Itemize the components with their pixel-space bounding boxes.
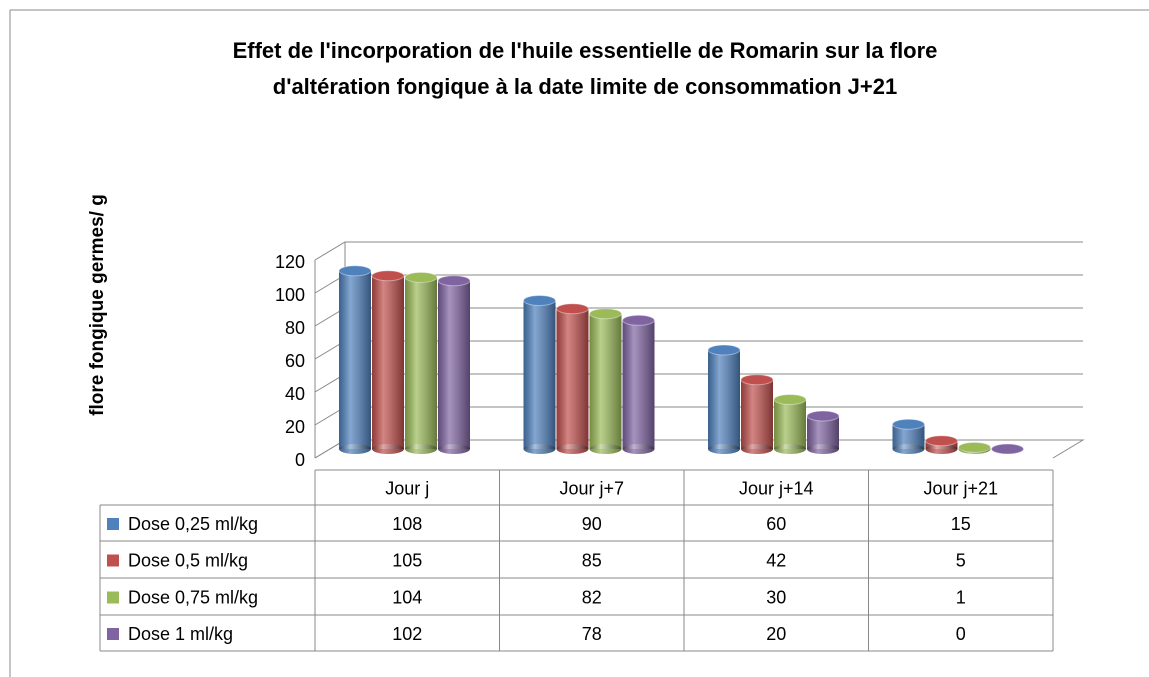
table-value: 1 xyxy=(956,587,966,607)
bar-top xyxy=(523,295,556,306)
table-value: 20 xyxy=(766,624,786,644)
table-value: 102 xyxy=(392,624,422,644)
chart-title: Effet de l'incorporation de l'huile esse… xyxy=(233,38,938,99)
bar-shade xyxy=(741,379,773,449)
table-value: 85 xyxy=(582,550,602,570)
table-value: 78 xyxy=(582,624,602,644)
y-tick-label: 80 xyxy=(285,318,305,338)
bar-shade xyxy=(438,280,470,449)
legend-swatch xyxy=(107,591,119,604)
bar-top xyxy=(622,314,655,326)
bar-top xyxy=(338,265,372,277)
bar-top xyxy=(925,435,958,447)
bar-top xyxy=(589,308,622,320)
bar-top xyxy=(740,374,774,386)
legend-label: Dose 0,5 ml/kg xyxy=(128,550,248,570)
x-tick-label: Jour j+21 xyxy=(923,478,998,498)
bar-top xyxy=(892,418,925,430)
title-line: Effet de l'incorporation de l'huile esse… xyxy=(233,38,938,63)
legend-label: Dose 0,25 ml/kg xyxy=(128,514,258,534)
bar-top xyxy=(991,443,1024,455)
legend-swatch xyxy=(107,518,119,530)
bar-shade xyxy=(523,300,556,449)
table-value: 104 xyxy=(392,587,422,607)
y-tick-label: 120 xyxy=(275,252,305,272)
legend-swatch xyxy=(107,554,119,567)
table-value: 30 xyxy=(766,587,786,607)
x-tick-label: Jour j+7 xyxy=(559,478,624,498)
bar-top xyxy=(806,410,840,422)
table-value: 90 xyxy=(582,514,602,534)
bar-shade xyxy=(339,270,371,449)
y-tick-label: 0 xyxy=(295,450,305,470)
bar-top xyxy=(958,441,991,453)
table-value: 105 xyxy=(392,550,422,570)
bar-top xyxy=(371,270,405,282)
bar-top xyxy=(773,394,807,405)
bar-shade xyxy=(589,313,622,449)
table-value: 108 xyxy=(392,514,422,534)
bar-shade xyxy=(372,275,404,449)
x-tick-label: Jour j xyxy=(385,478,429,498)
bar-shade xyxy=(708,350,740,449)
legend-swatch xyxy=(107,628,119,640)
bar-top xyxy=(404,271,438,283)
legend-label: Dose 0,75 ml/kg xyxy=(128,587,258,607)
bar-shade xyxy=(556,308,589,449)
grid-line xyxy=(314,241,1083,261)
table-value: 0 xyxy=(956,624,966,644)
bar-top xyxy=(556,303,589,315)
legend-label: Dose 1 ml/kg xyxy=(128,624,233,644)
bar-shade xyxy=(622,320,655,449)
y-tick-label: 20 xyxy=(285,417,305,437)
title-line: d'altération fongique à la date limite d… xyxy=(273,74,897,99)
bar-top xyxy=(707,344,741,356)
y-axis-label: flore fongique germes/ g xyxy=(87,194,108,416)
y-tick-label: 60 xyxy=(285,351,305,371)
bar-shade xyxy=(774,399,806,449)
bar-shade xyxy=(807,416,839,449)
bar-shade xyxy=(405,277,437,449)
y-tick-label: 40 xyxy=(285,384,305,404)
table-value: 82 xyxy=(582,587,602,607)
table-value: 15 xyxy=(951,514,971,534)
table-value: 5 xyxy=(956,550,966,570)
y-tick-label: 100 xyxy=(275,285,305,305)
table-value: 42 xyxy=(766,550,786,570)
table-value: 60 xyxy=(766,514,786,534)
x-tick-label: Jour j+14 xyxy=(739,478,814,498)
bar-top xyxy=(437,275,471,287)
